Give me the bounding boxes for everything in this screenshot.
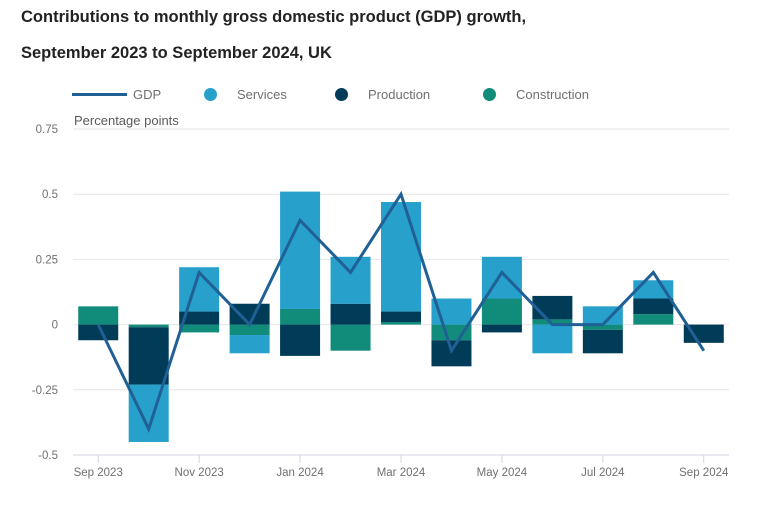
bar-production xyxy=(330,303,371,325)
bar-construction xyxy=(582,324,623,330)
bar-construction xyxy=(633,314,674,325)
bar-services xyxy=(128,384,169,442)
bar-production xyxy=(683,324,724,343)
x-tick-label: Jul 2024 xyxy=(581,467,625,479)
bar-production xyxy=(381,311,421,322)
bar-services xyxy=(582,306,623,325)
bar-construction xyxy=(229,324,270,336)
gdp-line-layer xyxy=(96,190,706,433)
legend-label: GDP xyxy=(133,86,162,102)
x-tick-label: May 2024 xyxy=(477,467,528,479)
bar-production xyxy=(280,324,321,356)
legend-line-icon xyxy=(72,92,127,96)
y-tick-label: 0.25 xyxy=(36,254,58,266)
legend-item-services[interactable]: Services xyxy=(204,84,287,104)
x-tick-label: Mar 2024 xyxy=(377,467,426,479)
bar-construction xyxy=(78,306,119,325)
bar-construction xyxy=(179,324,220,333)
y-tick-label: -0.5 xyxy=(38,450,58,462)
y-axis-ticks: 0.75 0.5 0.25 0 -0.25 -0.5 xyxy=(32,124,58,462)
bar-construction xyxy=(532,319,573,325)
bar-production xyxy=(532,295,573,320)
legend-label: Construction xyxy=(516,86,589,102)
legend-dot-icon xyxy=(335,87,348,101)
x-tick-label: Sep 2023 xyxy=(74,467,123,479)
bar-production xyxy=(582,329,623,354)
bar-construction xyxy=(481,298,522,325)
legend-label: Production xyxy=(368,86,431,102)
x-tick-label: Nov 2023 xyxy=(175,467,224,479)
legend-item-production[interactable]: Production xyxy=(335,84,430,104)
bar-construction xyxy=(381,321,421,325)
bar-services xyxy=(381,202,421,312)
legend-dot-icon xyxy=(204,87,217,101)
bar-construction xyxy=(128,324,169,328)
bars xyxy=(78,191,724,442)
bar-production xyxy=(179,311,220,325)
x-tick-label: Sep 2024 xyxy=(679,467,729,479)
bar-services xyxy=(532,324,573,354)
chart-title-line-2: September 2023 to September 2024, UK xyxy=(21,44,332,62)
y-tick-label: 0.5 xyxy=(42,189,58,201)
bar-production xyxy=(481,324,522,333)
y-tick-label: 0.75 xyxy=(36,124,58,136)
bar-construction xyxy=(280,308,321,325)
y-tick-label: -0.25 xyxy=(32,385,58,397)
bar-services xyxy=(330,256,371,304)
x-tick-label: Jan 2024 xyxy=(276,467,324,479)
y-axis-title: Percentage points xyxy=(74,113,179,128)
chart-title-line-1: Contributions to monthly gross domestic … xyxy=(21,8,527,26)
legend-item-gdp[interactable]: GDP xyxy=(72,84,161,104)
bar-construction xyxy=(330,324,371,351)
y-tick-label: 0 xyxy=(52,320,58,332)
legend-dot-icon xyxy=(483,87,496,101)
bar-production xyxy=(229,303,270,325)
bar-production xyxy=(128,327,169,385)
bar-production xyxy=(633,298,674,315)
x-axis: Sep 2023 Nov 2023 Jan 2024 Mar 2024 May 2024… xyxy=(73,454,729,479)
legend-label: Services xyxy=(237,86,287,102)
bar-production xyxy=(78,324,119,341)
bar-services xyxy=(229,335,270,354)
legend-item-construction[interactable]: Construction xyxy=(483,84,589,104)
